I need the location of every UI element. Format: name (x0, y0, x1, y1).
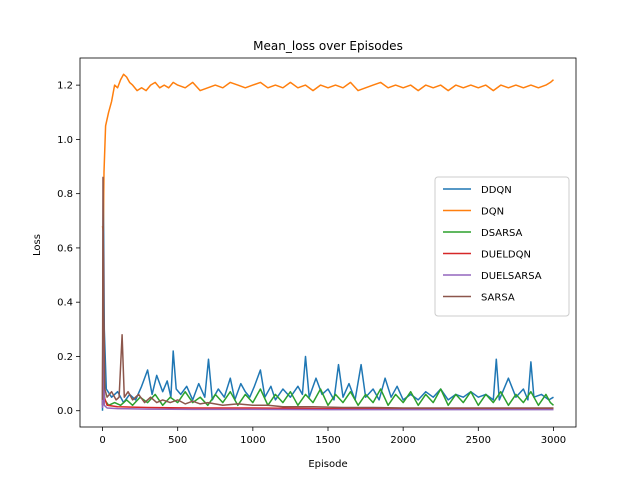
series-line-ddqn (101, 179, 554, 411)
legend-entry-label: DSARSA (481, 228, 523, 239)
axes: 0 500 1000 1500 2000 2500 3000 0.0 0.2 0.4 0.6 0.8 1… (57, 57, 577, 446)
y-tick-label: 0.6 (57, 243, 73, 254)
x-tick-label: 2500 (466, 435, 491, 446)
plot-frame (79, 57, 577, 428)
legend-box (434, 176, 570, 317)
legend-entry-label: SARSA (481, 293, 515, 304)
x-tick-label: 2000 (390, 435, 415, 446)
x-axis-label: Episode (308, 459, 347, 470)
legend-entry-label: DDQN (481, 185, 512, 196)
y-axis-label: Loss (32, 234, 43, 256)
legend: DDQN DQN DSARSA DUELDQN DUELSARSA SARSA (434, 176, 570, 317)
y-tick-label: 1.2 (57, 81, 73, 92)
x-tick-label: 1500 (315, 435, 340, 446)
y-tick-label: 0.2 (57, 352, 73, 363)
x-tick-label: 0 (99, 435, 105, 446)
chart-title: Mean_loss over Episodes (253, 39, 403, 53)
y-tick-label: 0.8 (57, 189, 73, 200)
y-tick-label: 0.4 (57, 298, 73, 309)
series-line-sarsa (101, 176, 554, 409)
series-line-duelsarsa (101, 315, 554, 411)
legend-entry-label: DUELDQN (481, 250, 531, 261)
series-lines (101, 73, 554, 411)
legend-entry-label: DQN (481, 207, 504, 218)
series-line-dqn (101, 73, 554, 233)
y-tick-label: 1.0 (57, 135, 73, 146)
x-tick-label: 500 (168, 435, 187, 446)
legend-entry-label: DUELSARSA (481, 271, 542, 282)
y-tick-label: 0.0 (57, 406, 73, 417)
x-tick-label: 3000 (541, 435, 566, 446)
x-tick-label: 1000 (240, 435, 265, 446)
